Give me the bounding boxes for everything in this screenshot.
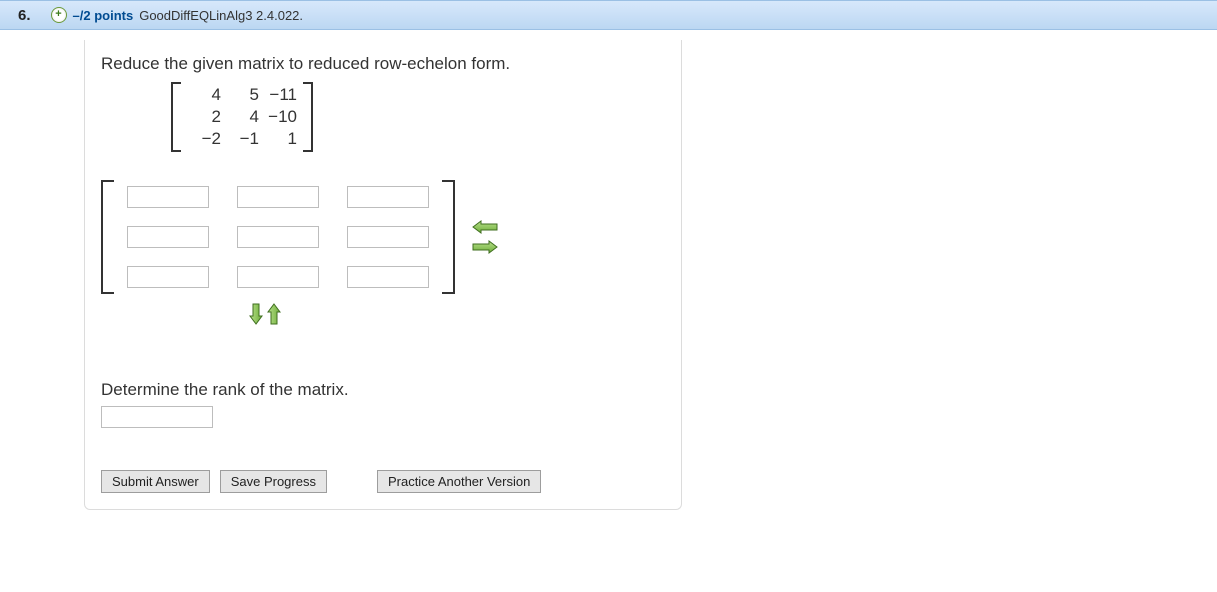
bracket-left-icon: [101, 180, 113, 294]
rank-prompt: Determine the rank of the matrix.: [101, 380, 665, 400]
answer-cell-input[interactable]: [127, 226, 209, 248]
matrix-cell: 5: [225, 85, 259, 105]
remove-column-left-arrow-icon[interactable]: [471, 220, 499, 234]
rank-input[interactable]: [101, 406, 213, 428]
assignment-reference: GoodDiffEQLinAlg3 2.4.022.: [139, 8, 303, 23]
remove-row-up-arrow-icon[interactable]: [267, 302, 281, 326]
question-body: Reduce the given matrix to reduced row-e…: [84, 40, 682, 510]
question-header: 6. + –/2 points GoodDiffEQLinAlg3 2.4.02…: [0, 0, 1217, 30]
practice-another-version-button[interactable]: Practice Another Version: [377, 470, 541, 493]
bracket-left-icon: [171, 82, 181, 152]
answer-cell-input[interactable]: [237, 226, 319, 248]
button-row: Submit Answer Save Progress Practice Ano…: [101, 470, 665, 493]
matrix-cell: 4: [225, 107, 259, 127]
bracket-right-icon: [303, 82, 313, 152]
given-matrix-grid: 4 5 −11 2 4 −10 −2 −1 1: [181, 82, 303, 152]
points-label[interactable]: –/2 points: [73, 8, 134, 23]
expand-icon[interactable]: +: [51, 7, 67, 23]
given-matrix: 4 5 −11 2 4 −10 −2 −1 1: [171, 82, 665, 152]
answer-cell-input[interactable]: [347, 226, 429, 248]
matrix-cell: −1: [225, 129, 259, 149]
answer-cell-input[interactable]: [347, 186, 429, 208]
matrix-cell: −11: [263, 85, 297, 105]
matrix-cell: −2: [187, 129, 221, 149]
answer-matrix-area: [101, 180, 665, 294]
add-column-right-arrow-icon[interactable]: [471, 240, 499, 254]
matrix-cell: 1: [263, 129, 297, 149]
bracket-right-icon: [443, 180, 455, 294]
matrix-cell: 4: [187, 85, 221, 105]
submit-answer-button[interactable]: Submit Answer: [101, 470, 210, 493]
column-resize-arrows: [471, 220, 499, 254]
prompt-text: Reduce the given matrix to reduced row-e…: [101, 54, 665, 74]
answer-cell-input[interactable]: [127, 186, 209, 208]
answer-matrix-grid: [113, 180, 443, 294]
add-row-down-arrow-icon[interactable]: [249, 302, 263, 326]
question-number: 6.: [18, 7, 51, 24]
row-resize-arrows: [249, 302, 665, 326]
save-progress-button[interactable]: Save Progress: [220, 470, 327, 493]
answer-cell-input[interactable]: [127, 266, 209, 288]
matrix-cell: 2: [187, 107, 221, 127]
answer-cell-input[interactable]: [347, 266, 429, 288]
matrix-cell: −10: [263, 107, 297, 127]
answer-cell-input[interactable]: [237, 266, 319, 288]
answer-cell-input[interactable]: [237, 186, 319, 208]
